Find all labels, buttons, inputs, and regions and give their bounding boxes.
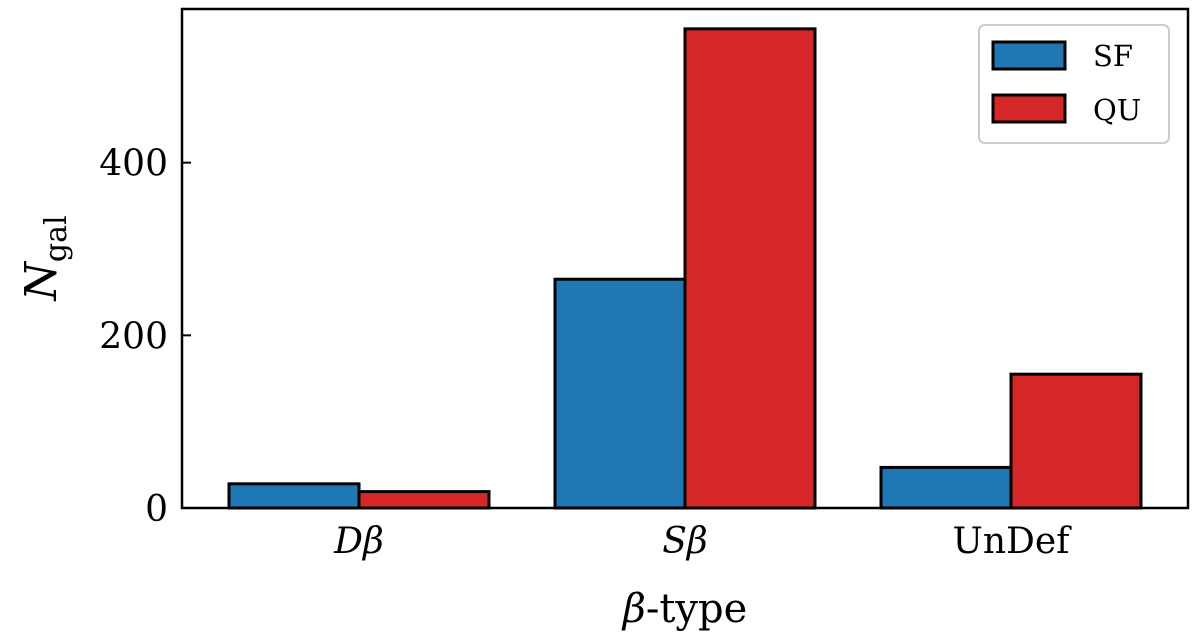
- bar-sf-1: [553, 277, 687, 510]
- y-tick-label: 400: [99, 144, 168, 185]
- x-tick-label: Dβ: [333, 521, 384, 562]
- y-ticks-group: 0 200 400: [99, 144, 191, 530]
- legend: SF QU: [978, 24, 1170, 144]
- bar-qu-0: [357, 490, 491, 510]
- bar-sf-0: [227, 482, 361, 510]
- x-tick-label: UnDef: [952, 521, 1072, 562]
- bar-qu-2: [1009, 372, 1143, 510]
- x-axis-title: β-type: [621, 586, 748, 632]
- y-tick-label: 200: [99, 316, 168, 357]
- y-axis-title-main: N: [16, 261, 67, 302]
- y-tick-label: 0: [145, 489, 168, 530]
- x-ticks-group: Dβ Sβ UnDef: [333, 499, 1072, 562]
- legend-swatch-qu: [991, 93, 1067, 124]
- legend-label-sf: SF: [1093, 39, 1133, 73]
- plot-frame: [180, 7, 1190, 510]
- legend-swatch-sf: [991, 40, 1067, 71]
- y-axis-title-sub: gal: [39, 215, 74, 262]
- x-axis-title-suffix: -type: [646, 586, 747, 632]
- x-tick-label: Sβ: [662, 521, 707, 562]
- bars-group: [227, 27, 1143, 510]
- bar-qu-1: [683, 27, 817, 510]
- y-axis-title: Ngal: [16, 215, 74, 301]
- x-axis-title-prefix: β: [621, 586, 646, 632]
- legend-label-qu: QU: [1093, 93, 1141, 127]
- bar-sf-2: [879, 465, 1013, 510]
